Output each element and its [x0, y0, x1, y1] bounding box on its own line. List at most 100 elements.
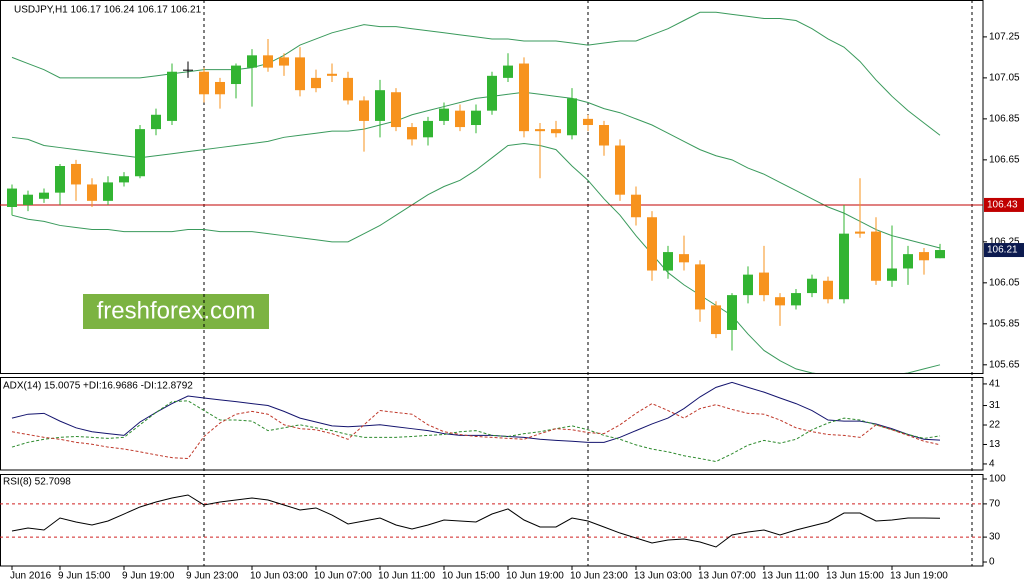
y-tick-label: 22 — [989, 420, 1001, 431]
x-tick-label: 13 Jun 07:00 — [698, 571, 756, 582]
candle-body — [887, 268, 897, 281]
candle-body — [839, 233, 849, 300]
candle-body — [823, 280, 833, 300]
level-label: 106.43 — [987, 200, 1018, 211]
x-tick-label: 9 Jun 19:00 — [122, 571, 175, 582]
candle-body — [247, 55, 257, 68]
candle-body — [263, 55, 273, 68]
x-tick-label: 13 Jun 19:00 — [890, 571, 948, 582]
candle-body — [487, 75, 497, 111]
candle-body — [295, 57, 305, 91]
y-tick-label: 107.05 — [989, 73, 1020, 84]
main-panel-frame — [0, 0, 984, 374]
y-tick-label: 70 — [989, 499, 1001, 510]
title-bg — [1, 2, 201, 15]
candle-body — [583, 118, 593, 126]
candle-body — [727, 295, 737, 330]
candle-body — [775, 297, 785, 306]
x-tick-label: 9 Jun 23:00 — [186, 571, 239, 582]
candle-body — [615, 145, 625, 195]
indicator-plot — [0, 494, 983, 548]
y-tick-label: 100 — [989, 474, 1006, 485]
bollinger-band — [11, 11, 941, 136]
candle-body — [791, 293, 801, 306]
x-tick-label: 13 Jun 11:00 — [762, 571, 820, 582]
main-plot — [0, 11, 983, 373]
x-tick-label: 9 Jun 15:00 — [58, 571, 111, 582]
candle-body — [519, 63, 529, 132]
adx-title: ADX(14) 15.0075 +DI:16.9686 -DI:12.8792 — [3, 381, 193, 392]
candle-body — [151, 114, 161, 130]
y-tick-label: 106.25 — [989, 236, 1020, 247]
candle-body — [903, 254, 913, 269]
candle-body — [695, 264, 705, 310]
bid-label: 106.21 — [987, 245, 1018, 256]
candle-body — [343, 77, 353, 101]
candle-body — [407, 127, 417, 140]
candle-body — [135, 129, 145, 177]
candle-body — [359, 100, 369, 121]
candle-body — [631, 194, 641, 218]
y-tick-label: 107.25 — [989, 32, 1020, 43]
candle-body — [599, 125, 609, 146]
indicator-line — [11, 400, 941, 463]
adx-panel-frame — [0, 377, 984, 471]
candle-body — [471, 110, 481, 126]
x-tick-label: 10 Jun 11:00 — [378, 571, 436, 582]
candle-body — [167, 71, 177, 121]
candle-body — [679, 254, 689, 263]
indicator-line — [11, 381, 941, 443]
candle-body — [647, 217, 657, 271]
candle-body — [199, 71, 209, 95]
candle-body — [183, 69, 193, 71]
candle-body — [87, 184, 97, 201]
candle-body — [231, 65, 241, 85]
candle-body — [455, 110, 465, 128]
y-tick-label: 13 — [989, 439, 1001, 450]
candle-body — [439, 108, 449, 121]
y-tick-label: 30 — [989, 532, 1001, 543]
y-tick-label: 41 — [989, 379, 1001, 390]
x-tick-label: 13 Jun 03:00 — [634, 571, 692, 582]
x-tick-label: 10 Jun 19:00 — [506, 571, 564, 582]
x-tick-label: 13 Jun 15:00 — [826, 571, 884, 582]
candle-body — [375, 90, 385, 121]
candle-body — [55, 166, 65, 193]
x-tick-label: 10 Jun 15:00 — [442, 571, 500, 582]
watermark: freshforex.com — [97, 297, 256, 324]
candle-body — [327, 73, 337, 76]
bollinger-band — [11, 91, 941, 249]
indicator-plot — [11, 381, 941, 463]
candle-body — [71, 163, 81, 185]
candle-body — [423, 120, 433, 138]
y-tick-label: 106.05 — [989, 277, 1020, 288]
candle-body — [759, 272, 769, 296]
candle-body — [7, 188, 17, 207]
candle-body — [807, 278, 817, 294]
level-label-bg — [984, 197, 1024, 212]
main-title: USDJPY,H1 106.17 106.24 106.17 106.21 — [14, 5, 202, 16]
candle-body — [871, 231, 881, 281]
y-tick-label: 31 — [989, 400, 1001, 411]
candle-body — [279, 57, 289, 66]
x-tick-label: 10 Jun 23:00 — [570, 571, 628, 582]
y-tick-label: 4 — [989, 459, 995, 470]
bid-label-bg — [984, 243, 1024, 258]
x-tick-label: 10 Jun 07:00 — [314, 571, 372, 582]
candle-body — [535, 129, 545, 132]
x-tick-label: 10 Jun 03:00 — [250, 571, 308, 582]
candle-body — [711, 305, 721, 335]
candle-body — [391, 92, 401, 128]
y-tick-label: 106.65 — [989, 154, 1020, 165]
candle-body — [855, 231, 865, 234]
candle-body — [551, 129, 561, 134]
indicator-line — [11, 494, 941, 548]
indicator-line — [11, 403, 941, 460]
candle-body — [103, 182, 113, 201]
candle-body — [567, 98, 577, 136]
y-tick-label: 105.85 — [989, 318, 1020, 329]
rsi-title: RSI(8) 52.7098 — [3, 477, 71, 488]
